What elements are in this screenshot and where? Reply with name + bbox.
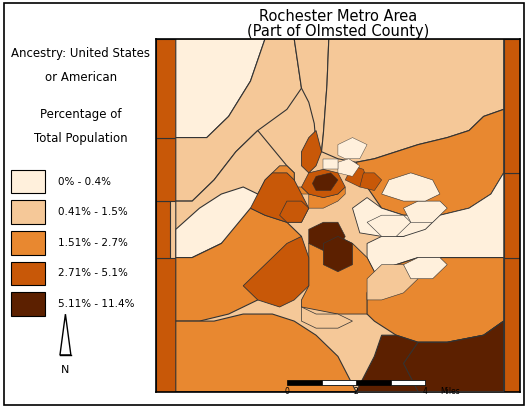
Polygon shape: [156, 137, 176, 201]
Polygon shape: [258, 166, 294, 208]
Polygon shape: [176, 187, 265, 257]
Text: 0: 0: [285, 387, 289, 396]
Polygon shape: [250, 173, 309, 222]
Text: Ancestry: United States: Ancestry: United States: [12, 47, 150, 60]
Polygon shape: [280, 201, 309, 222]
Polygon shape: [176, 39, 301, 201]
Polygon shape: [294, 187, 309, 194]
Bar: [11, 262, 45, 285]
Polygon shape: [301, 307, 353, 328]
Polygon shape: [367, 173, 504, 272]
Polygon shape: [176, 314, 356, 392]
Text: Percentage of: Percentage of: [40, 108, 122, 121]
Polygon shape: [403, 257, 447, 279]
Polygon shape: [176, 208, 301, 321]
Polygon shape: [294, 39, 329, 152]
Bar: [11, 292, 45, 316]
Text: 0.41% - 1.5%: 0.41% - 1.5%: [58, 207, 127, 217]
Text: 4: 4: [423, 387, 428, 396]
Polygon shape: [353, 197, 440, 236]
Text: 0% - 0.4%: 0% - 0.4%: [58, 177, 111, 186]
Text: 1.51% - 2.7%: 1.51% - 2.7%: [58, 238, 127, 248]
Polygon shape: [322, 39, 504, 162]
Polygon shape: [504, 257, 520, 392]
Text: Total Population: Total Population: [34, 132, 128, 145]
Text: Rochester Metro Area: Rochester Metro Area: [259, 9, 417, 24]
Polygon shape: [301, 131, 322, 173]
Polygon shape: [323, 159, 338, 169]
Polygon shape: [156, 201, 171, 257]
Text: 5.11% - 11.4%: 5.11% - 11.4%: [58, 299, 134, 309]
Polygon shape: [309, 187, 345, 208]
Polygon shape: [176, 131, 294, 257]
Polygon shape: [367, 265, 418, 300]
Polygon shape: [367, 215, 411, 236]
Text: N: N: [61, 365, 70, 375]
Polygon shape: [338, 137, 367, 159]
Polygon shape: [367, 257, 504, 342]
Polygon shape: [156, 257, 176, 392]
Polygon shape: [309, 222, 345, 251]
Bar: [287, 380, 426, 385]
Text: 2.71% - 5.1%: 2.71% - 5.1%: [58, 268, 127, 278]
Polygon shape: [382, 173, 440, 201]
Bar: [322, 380, 356, 385]
Bar: [11, 231, 45, 255]
Polygon shape: [60, 314, 71, 355]
Polygon shape: [313, 173, 338, 191]
Polygon shape: [356, 109, 504, 215]
Polygon shape: [403, 201, 447, 222]
Polygon shape: [504, 39, 520, 173]
Polygon shape: [504, 173, 520, 257]
Polygon shape: [323, 236, 353, 272]
Polygon shape: [176, 39, 265, 137]
Polygon shape: [403, 321, 504, 392]
Polygon shape: [345, 166, 367, 187]
Polygon shape: [243, 236, 309, 307]
Polygon shape: [356, 321, 504, 392]
Polygon shape: [301, 169, 345, 197]
Text: or American: or American: [45, 71, 117, 84]
Text: (Part of Olmsted County): (Part of Olmsted County): [247, 24, 429, 39]
Text: Miles: Miles: [440, 387, 460, 396]
Polygon shape: [338, 159, 360, 176]
Polygon shape: [156, 39, 176, 137]
Text: 2: 2: [354, 387, 359, 396]
Bar: [11, 200, 45, 224]
Polygon shape: [360, 173, 382, 191]
Bar: [391, 380, 426, 385]
Polygon shape: [301, 236, 382, 314]
Bar: [11, 170, 45, 193]
